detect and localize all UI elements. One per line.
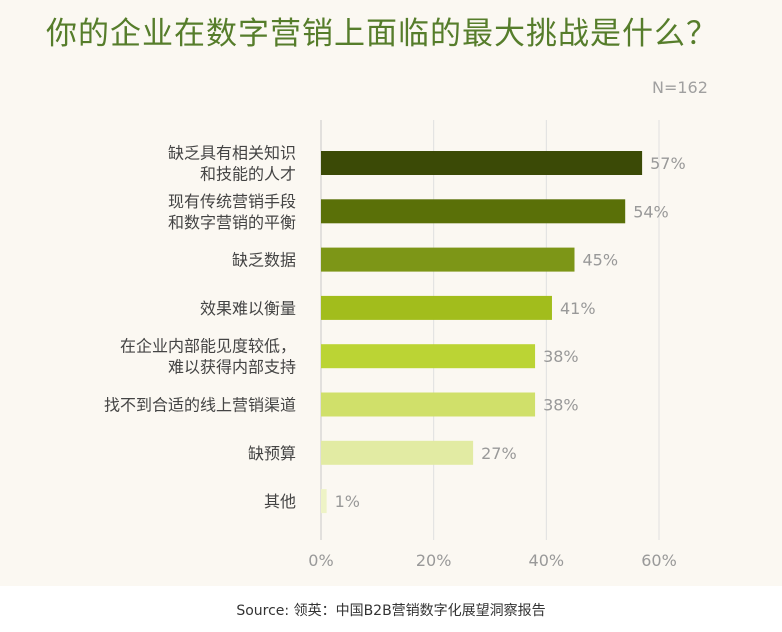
category-label-line: 现有传统营销手段 [168,192,296,211]
sample-size-label: N=162 [652,78,708,97]
category-label: 缺预算 [248,444,296,463]
category-label: 效果难以衡量 [200,299,296,318]
category-label: 其他 [264,492,296,511]
category-label-line: 和技能的人才 [200,165,296,184]
category-label: 缺乏具有相关知识和技能的人才 [168,144,296,184]
category-label-line: 难以获得内部支持 [168,358,296,377]
value-label: 1% [335,492,360,511]
bar [321,344,536,369]
category-label-line: 其他 [264,492,296,511]
chart-title: 你的企业在数字营销上面临的最大挑战是什么？ [46,16,718,52]
bar [321,440,474,465]
value-label: 45% [583,251,619,270]
chart-panel [0,0,782,586]
value-label: 38% [543,347,579,366]
x-tick-label: 20% [416,551,452,570]
category-label-line: 效果难以衡量 [200,299,296,318]
bar [321,247,575,272]
category-label: 缺乏数据 [232,251,296,270]
value-label: 57% [650,154,686,173]
category-label-line: 缺乏数据 [232,251,296,270]
bar [321,199,626,224]
bar [321,392,536,417]
bar [321,151,643,175]
category-label-line: 找不到合适的线上营销渠道 [104,396,296,415]
category-label: 现有传统营销手段和数字营销的平衡 [168,192,296,232]
category-label-line: 缺乏具有相关知识 [168,144,296,163]
category-label-line: 在企业内部能见度较低， [120,337,296,356]
bar-chart: 0% 20% 40% 60% 缺乏具有相关知识和技能的人才 57% 现有传统营销手段和数字营… [104,120,686,570]
bar [321,489,327,514]
value-label: 54% [633,202,669,221]
x-tick-label: 0% [308,551,333,570]
category-label: 在企业内部能见度较低， 难以获得内部支持 [120,337,296,377]
category-label-line: 和数字营销的平衡 [168,213,296,232]
value-label: 41% [560,299,596,318]
value-label: 38% [543,396,579,415]
source-note: Source: 领英：中国B2B营销数字化展望洞察报告 [236,603,546,619]
x-tick-label: 40% [529,551,565,570]
value-label: 27% [481,444,517,463]
x-tick-label: 60% [641,551,677,570]
category-label: 找不到合适的线上营销渠道 [104,396,296,415]
category-label-line: 缺预算 [248,444,296,463]
bar [321,295,552,320]
